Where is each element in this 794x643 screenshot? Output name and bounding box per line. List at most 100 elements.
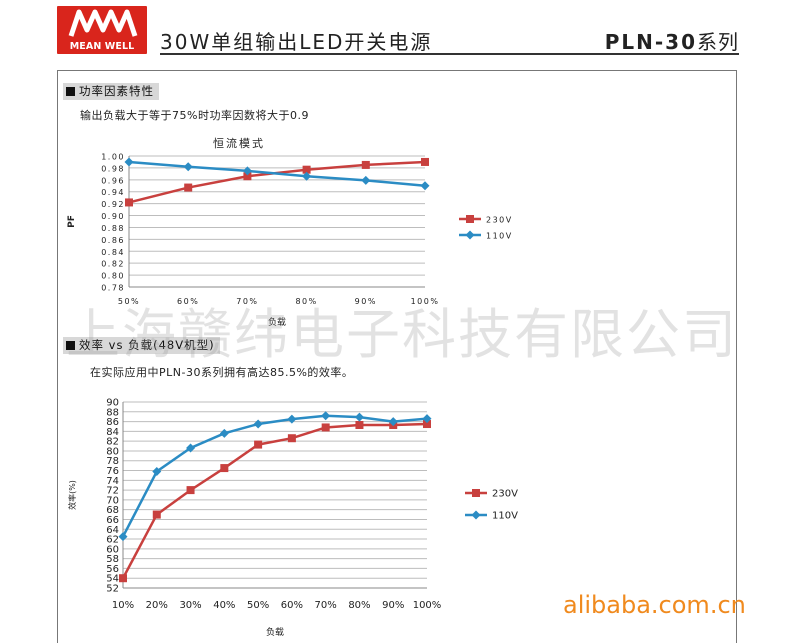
x-tick-label: 20% xyxy=(146,600,168,611)
x-axis-label: 负载 xyxy=(268,316,286,328)
alibaba-watermark: alibaba.com.cn xyxy=(563,591,746,619)
legend-label-230V: 230V xyxy=(492,489,518,500)
data-point-230V xyxy=(152,510,161,519)
y-tick-label: 0.84 xyxy=(101,248,125,257)
legend-marker xyxy=(472,489,480,497)
y-tick-label: 60 xyxy=(106,544,119,555)
x-tick-label: 100% xyxy=(413,600,442,611)
y-tick-label: 0.92 xyxy=(101,200,125,209)
data-point-230V xyxy=(421,157,429,166)
data-point-230V xyxy=(321,423,330,432)
data-point-110V xyxy=(152,467,162,477)
x-tick-label: 70% xyxy=(236,297,258,306)
y-tick-label: 74 xyxy=(106,476,119,487)
efficiency-chart: 5254565860626466687072747678808284868890… xyxy=(67,398,518,639)
pf-chart: 0.78 0.80 0.82 0.84 0.86 0.88 0.90 0.92 0.94 0.96… xyxy=(67,153,513,329)
y-tick-label: 80 xyxy=(106,446,119,457)
square-bullet-icon xyxy=(66,87,75,96)
y-tick-label: 86 xyxy=(106,417,119,428)
y-tick-label: 88 xyxy=(106,407,119,418)
data-point-110V xyxy=(388,417,398,427)
data-point-110V xyxy=(287,414,297,424)
section-note: 输出负载大于等于75%时功率因数将大于0.9 xyxy=(80,109,309,122)
series-line-110V xyxy=(121,414,428,538)
y-tick-label: 0.90 xyxy=(101,212,125,221)
company-watermark: 上海赣纬电子科技有限公司 xyxy=(66,303,738,366)
y-tick-label: 72 xyxy=(106,486,119,497)
section-heading-label: 效率 vs 负载(48V机型) xyxy=(79,338,215,352)
y-tick-label: 0.96 xyxy=(101,176,125,185)
data-point-110V xyxy=(118,532,128,542)
y-tick-label: 0.88 xyxy=(101,224,125,233)
y-tick-label: 82 xyxy=(106,437,119,448)
y-tick-label: 78 xyxy=(106,456,119,467)
y-tick-label: 0.86 xyxy=(101,236,125,245)
x-axis-label: 负载 xyxy=(266,626,284,638)
y-tick-label: 66 xyxy=(106,515,119,526)
data-point-110V xyxy=(124,157,134,167)
document-title: 30W单组输出LED开关电源 xyxy=(160,30,433,54)
y-tick-label: 68 xyxy=(106,505,119,516)
data-point-110V xyxy=(420,181,430,191)
x-tick-label: 70% xyxy=(315,600,337,611)
y-tick-label: 84 xyxy=(106,427,119,438)
y-tick-label: 0.80 xyxy=(101,272,125,281)
y-tick-label: 54 xyxy=(106,574,119,585)
y-tick-label: 0.94 xyxy=(101,188,125,197)
y-tick-label: 90 xyxy=(106,398,119,409)
data-point-110V xyxy=(354,412,364,422)
legend-marker xyxy=(465,230,475,240)
y-tick-label: 52 xyxy=(106,584,119,595)
y-tick-label: 64 xyxy=(106,525,119,536)
y-tick-label: 62 xyxy=(106,535,119,546)
data-point-110V xyxy=(186,443,196,453)
series-title: PLN-30系列 xyxy=(605,26,739,55)
legend-label-110V: 110V xyxy=(486,232,513,241)
section-heading-label: 功率因素特性 xyxy=(79,84,154,98)
series-suffix: 系列 xyxy=(697,30,739,54)
mean-well-logo: MEAN WELL xyxy=(57,6,147,54)
x-tick-label: 60% xyxy=(177,297,199,306)
x-tick-label: 50% xyxy=(118,297,140,306)
content-frame xyxy=(57,70,737,643)
data-point-230V xyxy=(186,486,195,495)
x-tick-label: 50% xyxy=(247,600,269,611)
series-line-110V xyxy=(128,160,426,188)
chart-title: 恒流模式 xyxy=(213,137,265,150)
x-tick-label: 30% xyxy=(179,600,201,611)
data-point-230V xyxy=(423,420,431,429)
data-point-230V xyxy=(184,183,193,192)
y-axis-label: 效率(%) xyxy=(67,480,77,510)
y-tick-label: 70 xyxy=(106,495,119,506)
data-point-110V xyxy=(183,162,193,172)
data-point-230V xyxy=(287,434,296,443)
y-axis-label: PF xyxy=(67,215,77,228)
data-point-110V xyxy=(302,171,312,181)
data-point-230V xyxy=(302,165,311,174)
x-tick-label: 60% xyxy=(281,600,303,611)
series-line-230V xyxy=(121,422,428,579)
x-tick-label: 40% xyxy=(213,600,235,611)
data-point-230V xyxy=(243,172,252,181)
y-tick-label: 1.00 xyxy=(101,153,125,162)
data-point-110V xyxy=(422,414,432,424)
y-tick-label: 56 xyxy=(106,564,119,575)
data-point-110V xyxy=(253,419,263,429)
section-heading-efficiency: 效率 vs 负载(48V机型) xyxy=(63,337,220,354)
y-tick-label: 0.78 xyxy=(101,284,125,293)
data-point-230V xyxy=(119,574,127,583)
section-note: 在实际应用中PLN-30系列拥有高达85.5%的效率。 xyxy=(90,366,354,379)
y-tick-label: 0.98 xyxy=(101,164,125,173)
square-bullet-icon xyxy=(66,341,75,350)
logo-wordmark: MEAN WELL xyxy=(69,41,135,52)
x-tick-label: 100% xyxy=(411,297,440,306)
data-point-230V xyxy=(361,160,370,169)
data-point-230V xyxy=(355,421,364,430)
x-tick-label: 90% xyxy=(382,600,404,611)
section-heading-power-factor: 功率因素特性 xyxy=(63,83,159,100)
legend-marker xyxy=(471,510,481,520)
mw-logo-mark xyxy=(68,9,138,37)
y-tick-label: 0.82 xyxy=(101,260,125,269)
data-point-110V xyxy=(321,411,331,421)
x-tick-label: 10% xyxy=(112,600,134,611)
